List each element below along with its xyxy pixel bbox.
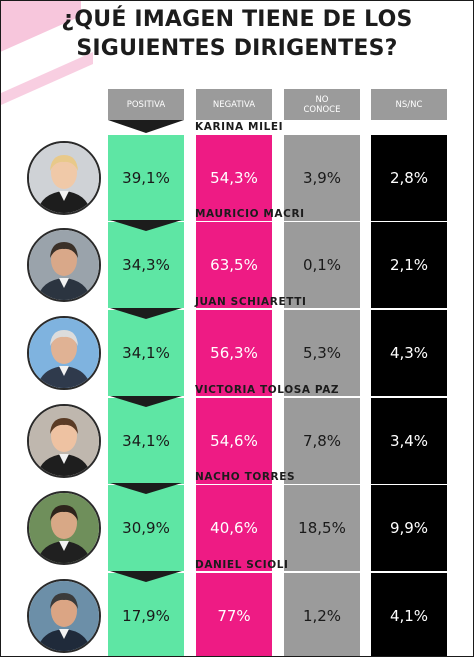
value-cell-negativa: 63,5% [196,222,272,308]
column-header-positiva: POSITIVA [108,89,184,120]
person-name: MAURICIO MACRI [195,208,305,220]
value-cell-negativa: 40,6% [196,485,272,571]
column-header-no-conoce: NO CONOCE [284,89,360,120]
value-cell-ns-nc: 2,1% [371,222,447,308]
row-pointer-arrow [110,308,182,319]
value-cell-ns-nc: 4,1% [371,573,447,656]
chart-title-line1: ¿QUÉ IMAGEN TIENE DE LOS [61,7,413,32]
value-cell-negativa: 56,3% [196,310,272,396]
person-name: VICTORIA TOLOSA PAZ [195,384,340,396]
value-cell-ns-nc: 9,9% [371,485,447,571]
value-cell-no-conoce: 18,5% [284,485,360,571]
avatar-icon [27,491,101,565]
value-cell-negativa: 77% [196,573,272,656]
chart-title-line2: SIGUIENTES DIRIGENTES? [76,36,398,61]
person-name: KARINA MILEI [195,121,284,133]
header-pointer-arrow [108,120,184,133]
chart-title: ¿QUÉ IMAGEN TIENE DE LOS SIGUIENTES DIRI… [1,5,473,63]
row-pointer-arrow [110,220,182,231]
value-cell-ns-nc: 4,3% [371,310,447,396]
person-name: NACHO TORRES [195,471,296,483]
value-cell-positiva: 34,1% [108,310,184,396]
value-cell-ns-nc: 2,8% [371,135,447,221]
value-cell-positiva: 39,1% [108,135,184,221]
column-header-line1: NO [315,94,329,105]
column-header-line1: NS/NC [395,99,423,110]
row-pointer-arrow [110,396,182,407]
value-cell-no-conoce: 3,9% [284,135,360,221]
value-cell-ns-nc: 3,4% [371,398,447,484]
value-cell-no-conoce: 0,1% [284,222,360,308]
value-cell-no-conoce: 7,8% [284,398,360,484]
person-name: JUAN SCHIARETTI [195,296,307,308]
avatar-icon [27,141,101,215]
value-cell-positiva: 17,9% [108,573,184,656]
person-name: DANIEL SCIOLI [195,559,289,571]
row-pointer-arrow [110,483,182,494]
avatar-icon [27,316,101,390]
column-header-ns-nc: NS/NC [371,89,447,120]
column-header-label: NEGATIVA [213,100,255,110]
value-cell-positiva: 34,3% [108,222,184,308]
value-cell-positiva: 30,9% [108,485,184,571]
column-header-label: NS/NC [396,100,423,110]
value-cell-no-conoce: 5,3% [284,310,360,396]
value-cell-no-conoce: 1,2% [284,573,360,656]
avatar-icon [27,579,101,653]
column-header-line1: NEGATIVA [212,99,256,110]
column-header-label: NO CONOCE [304,95,341,115]
avatar-icon [27,404,101,478]
value-cell-positiva: 34,1% [108,398,184,484]
column-header-line1: POSITIVA [126,99,166,110]
value-cell-negativa: 54,3% [196,135,272,221]
row-pointer-arrow [110,571,182,582]
column-header-label: POSITIVA [127,100,166,110]
value-cell-negativa: 54,6% [196,398,272,484]
avatar-icon [27,228,101,302]
column-header-line2: CONOCE [303,104,341,115]
column-header-negativa: NEGATIVA [196,89,272,120]
